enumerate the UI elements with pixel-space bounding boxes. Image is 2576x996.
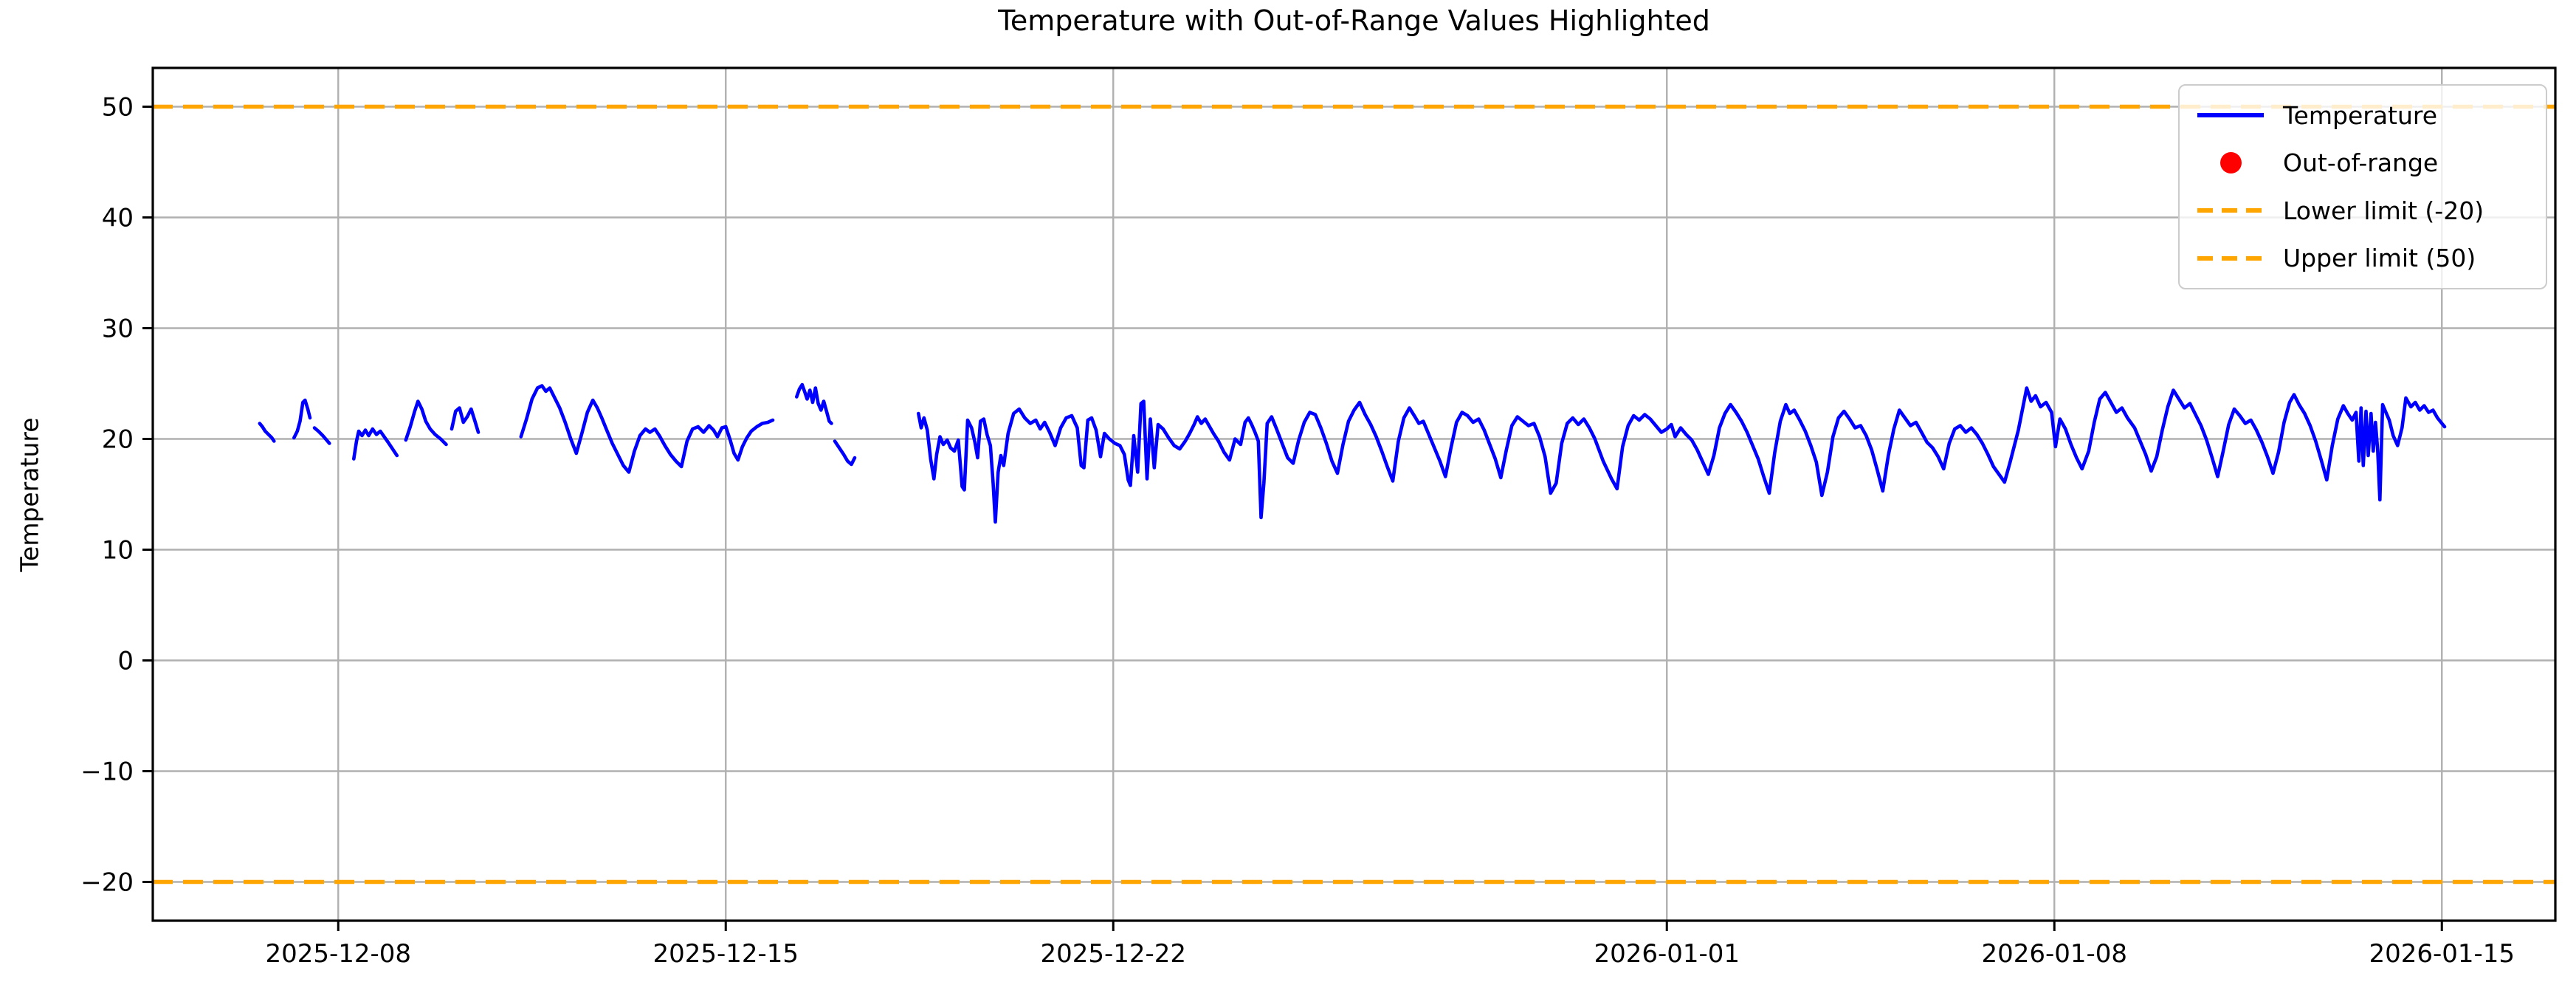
y-tick-label: 30 (102, 315, 134, 344)
x-tick-label: 2026-01-15 (2369, 939, 2515, 969)
temperature-segment (917, 386, 2447, 524)
legend-item-temperature: Temperature (2197, 92, 2538, 139)
legend-label: Upper limit (50) (2283, 244, 2476, 273)
temperature-segment (450, 406, 481, 434)
chart-title: Temperature with Out-of-Range Values Hig… (998, 4, 1710, 37)
legend-label: Out-of-range (2283, 148, 2439, 178)
legend-item-lower-limit: Lower limit (-20) (2197, 187, 2538, 234)
y-tick-label: 0 (117, 647, 134, 676)
axes-frame (151, 66, 2557, 922)
out-of-range-dot-icon (2197, 152, 2264, 174)
x-tick-label: 2025-12-08 (265, 939, 411, 969)
y-axis-label: Temperature (15, 417, 44, 572)
limit-lines (153, 104, 2555, 885)
gridlines (153, 68, 2555, 921)
temperature-line-icon (2197, 113, 2264, 118)
x-tick-label: 2026-01-01 (1594, 939, 1740, 969)
lower-limit-dash-icon (2197, 207, 2264, 213)
y-tick-label: 50 (102, 93, 134, 123)
temperature-segment (833, 439, 857, 467)
legend-label: Temperature (2283, 100, 2438, 130)
upper-limit-dash-icon (2197, 255, 2264, 261)
temperature-segment (404, 399, 448, 447)
y-tick-label: 10 (102, 536, 134, 566)
y-tick-label: −20 (80, 868, 134, 898)
x-tick-label: 2025-12-22 (1040, 939, 1186, 969)
x-tick-label: 2025-12-15 (652, 939, 799, 969)
x-tick-label: 2026-01-08 (1981, 939, 2127, 969)
legend-item-upper-limit: Upper limit (50) (2197, 235, 2538, 282)
y-tick-label: −10 (80, 758, 134, 787)
temperature-segment (795, 382, 833, 425)
legend-item-out-of-range: Out-of-range (2197, 140, 2538, 187)
temperature-segment (312, 426, 331, 445)
temperature-segment (351, 427, 399, 461)
y-tick-label: 20 (102, 425, 134, 455)
temperature-segment (292, 398, 312, 440)
temperature-segment (258, 422, 276, 443)
axis-ticks: 2025-12-08 2025-12-15 2025-12-22 2026-01-01… (80, 93, 2515, 969)
legend-label: Lower limit (-20) (2283, 196, 2484, 225)
temperature-segment (519, 384, 775, 474)
temperature-line (258, 382, 2447, 524)
legend: Temperature Out-of-range Lower limit (-2… (2178, 84, 2547, 289)
y-tick-label: 40 (102, 204, 134, 233)
